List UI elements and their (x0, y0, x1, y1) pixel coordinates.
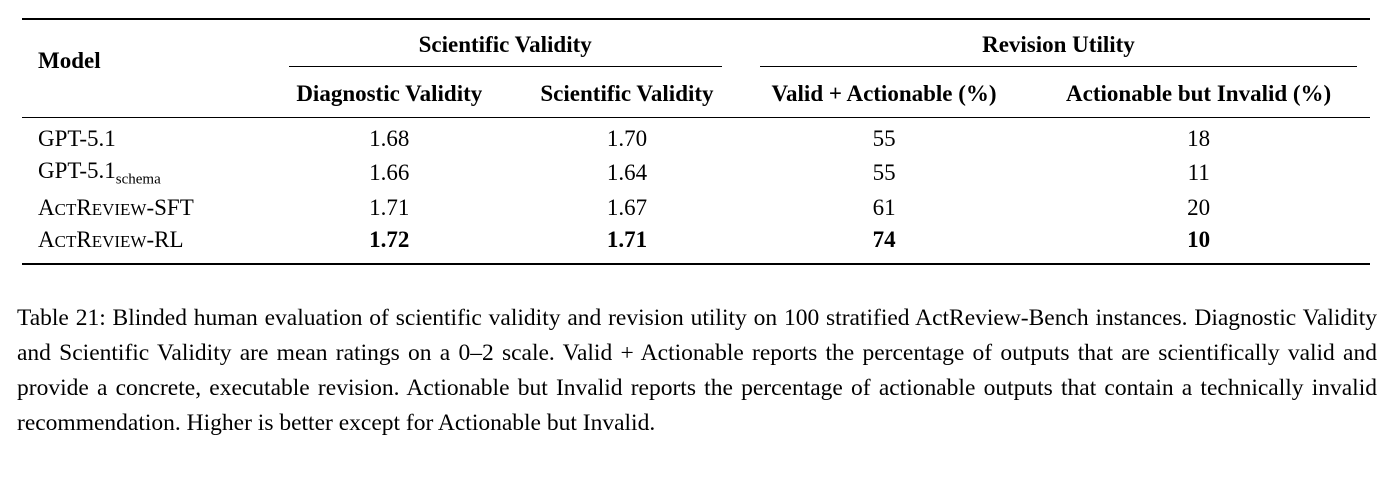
cell-actionable-invalid: 18 (1027, 117, 1370, 155)
header-row-groups: Model Scientific Validity Revision Utili… (22, 18, 1370, 118)
cell-valid-actionable: 55 (872, 160, 896, 186)
cell-diagnostic-validity: 1.72 (265, 223, 514, 265)
cell-diagnostic-validity: 1.68 (265, 117, 514, 155)
row-model: GPT-5.1 (22, 117, 266, 155)
header-scientific-validity: Scientific Validity (540, 81, 714, 106)
model-suffix: -SFT (146, 194, 194, 220)
header-row-columns: Diagnostic Validity Scientific Validity … (22, 73, 1370, 118)
cell-actionable-invalid: 10 (1027, 223, 1370, 265)
header-group-revision-utility: Revision Utility (740, 18, 1370, 73)
cell-valid-actionable: 61 (872, 194, 896, 220)
header-group-scientific-validity: Scientific Validity (265, 18, 741, 73)
table-row: GPT-5.1schema 1.66 1.64 55 11 (22, 155, 1370, 192)
header-valid-actionable: Valid + Actionable (%) (771, 81, 997, 106)
row-model: GPT-5.1schema (22, 155, 266, 192)
model-smallcaps-c: R (76, 226, 92, 252)
model-subscript: schema (115, 171, 161, 188)
model-smallcaps-b: CT (54, 231, 77, 251)
model-name: GPT-5.1 (38, 126, 116, 151)
model-smallcaps-a: A (38, 226, 55, 252)
group-revision-utility-label: Revision Utility (759, 32, 1357, 67)
header-actionable-invalid: Actionable but Invalid (%) (1066, 81, 1332, 106)
row-model: ACTREVIEW-RL (22, 223, 266, 265)
group-scientific-validity-label: Scientific Validity (288, 32, 722, 67)
model-name: GPT-5.1 (38, 158, 116, 183)
model-smallcaps-a: A (38, 194, 55, 220)
cell-valid-actionable: 74 (740, 223, 1028, 265)
table-row: GPT-5.1 1.68 1.70 55 18 (22, 117, 1370, 155)
model-smallcaps-c: R (76, 194, 92, 220)
cell-actionable-invalid: 20 (1187, 194, 1211, 220)
cell-actionable-invalid: 11 (1187, 160, 1210, 186)
cell-valid-actionable: 55 (740, 117, 1028, 155)
header-diagnostic-validity: Diagnostic Validity (296, 81, 483, 106)
cell-scientific-validity: 1.64 (606, 160, 648, 186)
cell-diagnostic-validity: 1.71 (369, 194, 410, 220)
table-row: ACTREVIEW-RL 1.72 1.71 74 10 (22, 223, 1370, 265)
model-smallcaps-d: EVIEW (91, 231, 147, 251)
cell-scientific-validity: 1.70 (513, 117, 741, 155)
cell-diagnostic-validity: 1.66 (369, 160, 410, 186)
cell-scientific-validity: 1.67 (606, 194, 648, 220)
results-table-container: Model Scientific Validity Revision Utili… (22, 18, 1370, 265)
model-suffix: -RL (146, 226, 184, 252)
model-smallcaps-d: EVIEW (91, 199, 147, 219)
results-table: Model Scientific Validity Revision Utili… (22, 18, 1370, 265)
row-model: ACTREVIEW-SFT (22, 192, 266, 224)
table-row: ACTREVIEW-SFT 1.71 1.67 61 20 (22, 192, 1370, 224)
table-caption: Table 21: Blinded human evaluation of sc… (17, 305, 1377, 436)
model-smallcaps-b: CT (54, 199, 77, 219)
header-model: Model (22, 18, 266, 118)
cell-scientific-validity: 1.71 (513, 223, 741, 265)
